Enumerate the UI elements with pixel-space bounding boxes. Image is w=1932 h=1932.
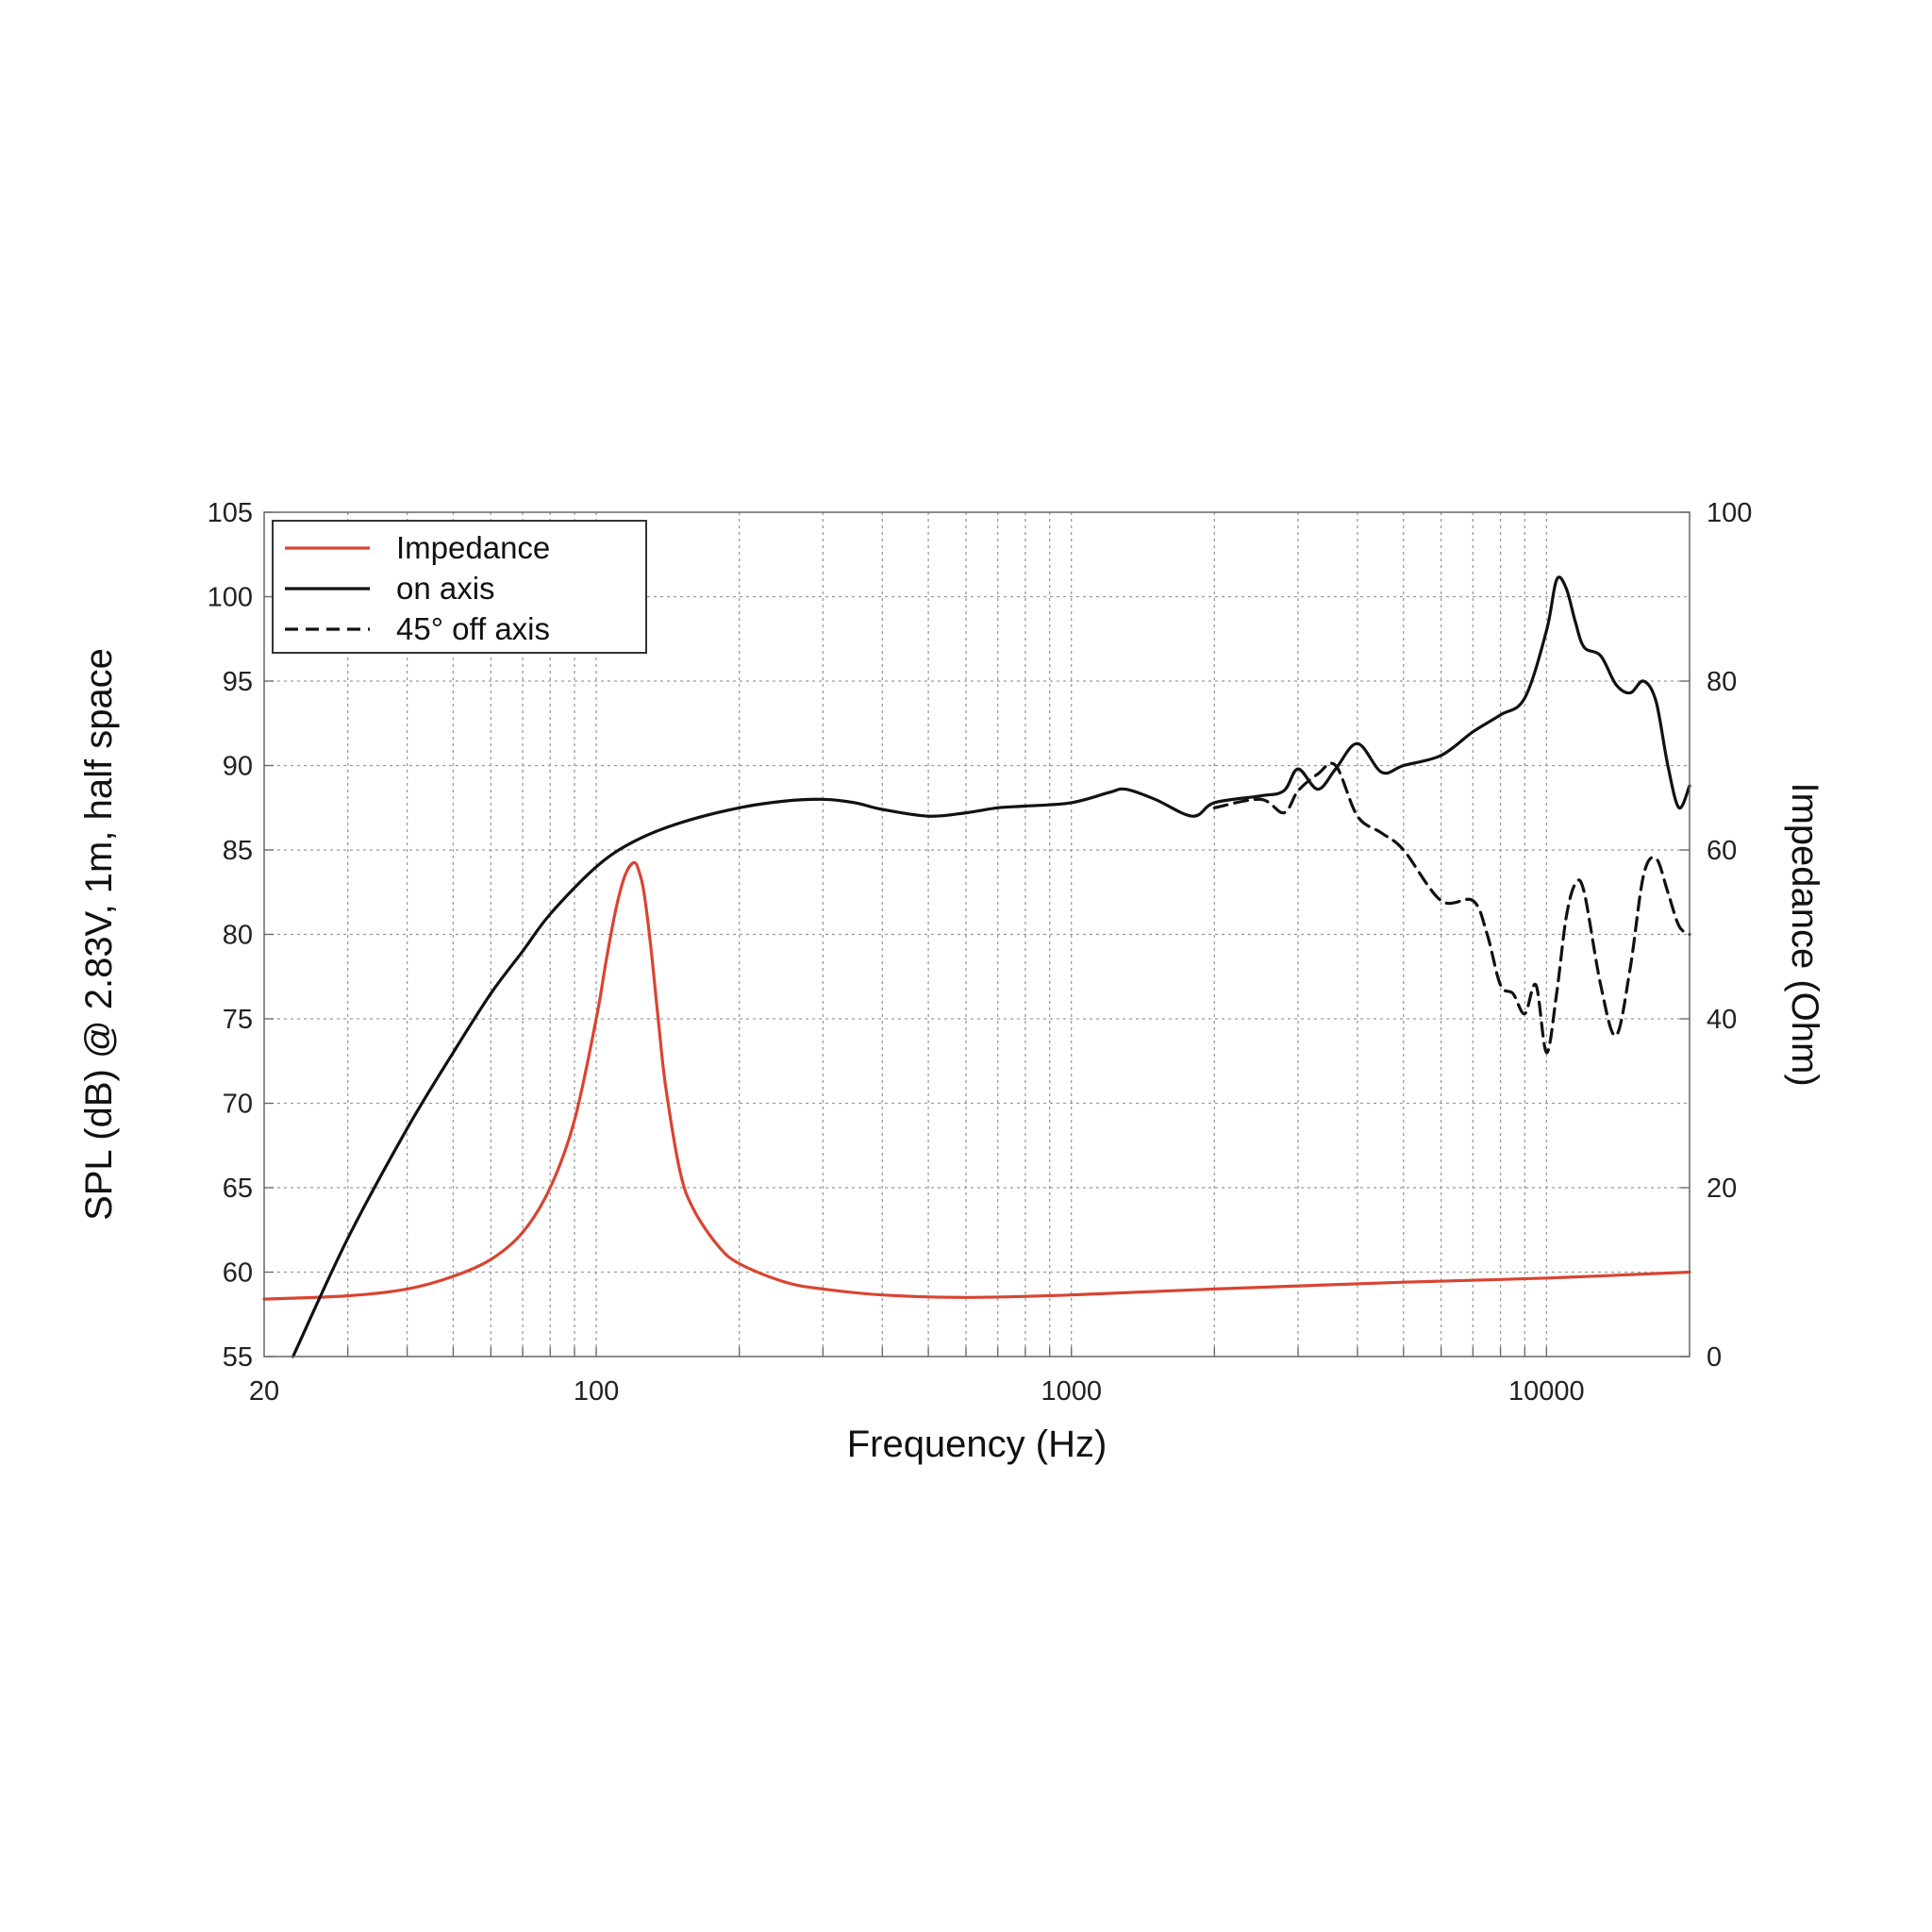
y-tick-label-right: 20 — [1707, 1174, 1737, 1204]
tick-labels: 55 60 65 70 75 80 85 90 95 100 105 0 20 40 60 80 100 20 10… — [208, 498, 1753, 1407]
y-tick-label-left: 85 — [223, 836, 253, 866]
x-tick-label: 1000 — [1041, 1376, 1102, 1407]
y-axis-left-title: SPL (dB) @ 2.83V, 1m, half space — [78, 648, 120, 1221]
impedance-curve — [262, 860, 1691, 1301]
y-tick-label-left: 80 — [223, 921, 253, 951]
on-axis-curve — [291, 575, 1691, 1358]
x-tick-label: 20 — [249, 1376, 279, 1407]
legend-entry-off-axis: 45° off axis — [396, 611, 550, 646]
legend: Impedance on axis 45° off axis — [272, 520, 647, 654]
y-tick-label-left: 95 — [223, 667, 253, 697]
y-tick-label-right: 40 — [1707, 1005, 1737, 1035]
x-axis-title: Frequency (Hz) — [847, 1424, 1108, 1465]
y-tick-label-right: 60 — [1707, 836, 1737, 866]
y-axis-right-title: Impedance (Ohm) — [1784, 782, 1825, 1086]
off-axis-curve — [1212, 761, 1691, 1055]
y-tick-label-left: 65 — [223, 1174, 253, 1204]
y-tick-label-left: 75 — [223, 1005, 253, 1035]
y-tick-label-left: 70 — [223, 1090, 253, 1120]
y-tick-label-left: 60 — [223, 1258, 253, 1289]
y-tick-label-right: 100 — [1707, 498, 1752, 528]
x-tick-label: 10000 — [1508, 1376, 1585, 1407]
plot-curves — [262, 575, 1691, 1358]
y-tick-label-right: 80 — [1707, 667, 1737, 697]
y-tick-label-left: 90 — [223, 752, 253, 782]
legend-entry-impedance: Impedance — [396, 530, 550, 565]
y-tick-label-right: 0 — [1707, 1342, 1722, 1373]
legend-box — [272, 520, 647, 654]
ticks — [264, 511, 1690, 1357]
y-tick-label-left: 105 — [208, 498, 253, 528]
y-tick-label-left: 55 — [223, 1342, 253, 1373]
legend-entry-on-axis: on axis — [396, 571, 495, 606]
y-tick-label-left: 100 — [208, 583, 253, 613]
x-tick-label: 100 — [574, 1376, 619, 1407]
